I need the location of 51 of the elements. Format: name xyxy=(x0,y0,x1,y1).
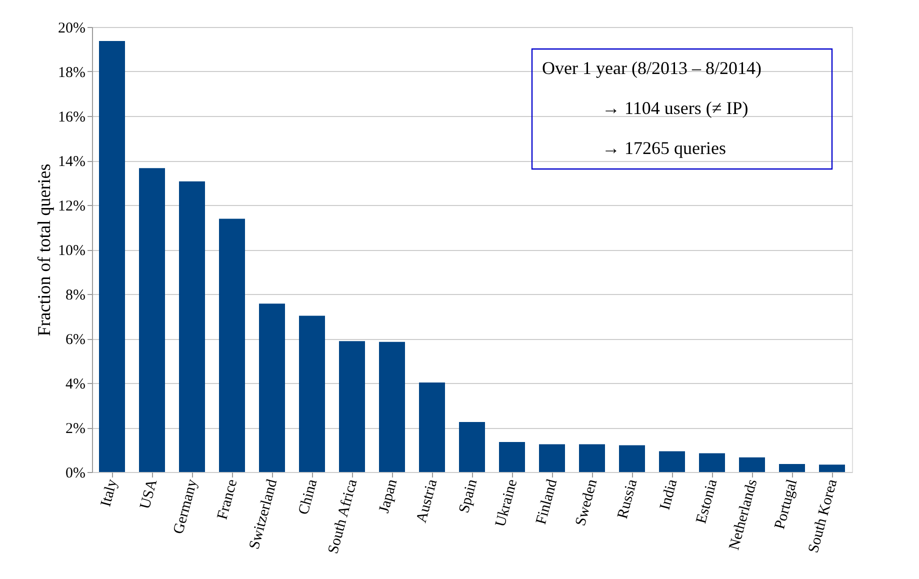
x-tick-label: Portugal xyxy=(772,478,801,531)
y-tick-label: 0% xyxy=(66,466,86,482)
x-tick-label: France xyxy=(214,477,241,522)
annotation: Over 1 year (8/2013 – 8/2014) xyxy=(542,58,762,78)
x-tick-label: China xyxy=(296,477,321,516)
bar xyxy=(819,464,845,472)
x-tick-label: India xyxy=(657,477,681,512)
x-tick-label: USA xyxy=(137,478,161,511)
bar xyxy=(659,451,685,472)
y-tick-label: 20% xyxy=(58,20,86,36)
bar xyxy=(539,444,565,472)
y-axis-title: Fraction of total queries xyxy=(34,164,54,336)
bar xyxy=(99,41,125,472)
y-tick-label: 8% xyxy=(66,288,86,304)
bar xyxy=(139,168,165,472)
x-tick-label: Japan xyxy=(376,477,401,515)
bar xyxy=(499,442,525,472)
x-tick-label: South Korea xyxy=(806,477,841,555)
bar xyxy=(699,453,725,472)
bar xyxy=(219,218,245,472)
bar xyxy=(379,342,405,472)
x-tick-label: Finland xyxy=(533,477,561,526)
y-tick-label: 14% xyxy=(58,154,86,170)
annotation: → 17265 queries xyxy=(602,138,726,158)
x-tick-label: Estonia xyxy=(694,477,721,526)
y-tick-label: 12% xyxy=(58,198,86,214)
y-tick-label: 4% xyxy=(66,376,86,392)
y-tick-label: 18% xyxy=(58,65,86,81)
bar xyxy=(459,422,485,472)
bar xyxy=(579,444,605,472)
bar xyxy=(179,181,205,472)
x-tick-label: Austria xyxy=(414,477,441,524)
y-tick-label: 16% xyxy=(58,110,86,126)
bar xyxy=(739,457,765,472)
y-tick-label: 6% xyxy=(66,332,86,348)
annotation: → 1104 users (≠ IP) xyxy=(602,98,748,118)
x-tick-label: Italy xyxy=(98,477,121,508)
bar xyxy=(339,341,365,472)
bar xyxy=(779,464,805,472)
x-tick-label: Sweden xyxy=(572,477,601,528)
bar xyxy=(259,304,285,472)
x-tick-label: Ukraine xyxy=(492,477,521,528)
x-tick-label: Spain xyxy=(456,477,481,515)
y-tick-label: 2% xyxy=(66,421,86,437)
x-tick-label: Russia xyxy=(614,477,641,520)
y-tick-label: 10% xyxy=(58,243,86,259)
bar xyxy=(419,382,445,472)
bar xyxy=(619,445,645,472)
x-tick-label: Germany xyxy=(170,477,201,536)
x-tick-label: South Africa xyxy=(326,477,361,556)
bar xyxy=(299,316,325,472)
